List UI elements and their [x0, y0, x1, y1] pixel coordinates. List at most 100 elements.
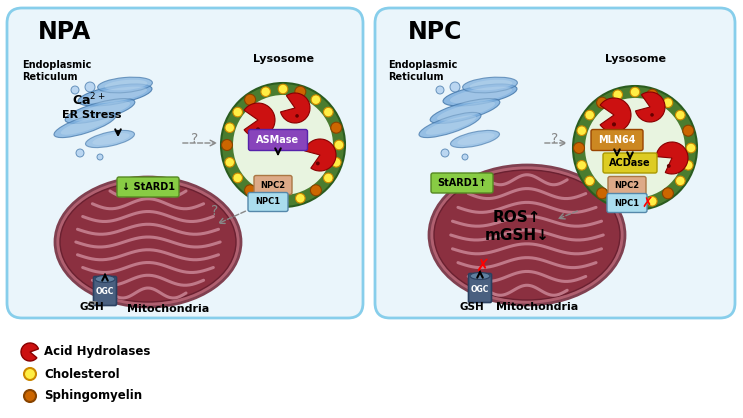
Text: NPC2: NPC2 — [261, 181, 285, 189]
Ellipse shape — [443, 84, 517, 106]
Circle shape — [233, 173, 242, 183]
Circle shape — [573, 86, 697, 210]
Text: Cholesterol: Cholesterol — [44, 367, 120, 380]
Text: Mitochondria: Mitochondria — [127, 304, 209, 314]
Wedge shape — [305, 139, 336, 171]
Ellipse shape — [426, 115, 476, 135]
Wedge shape — [281, 93, 310, 123]
Circle shape — [585, 98, 685, 198]
Wedge shape — [244, 103, 275, 137]
Circle shape — [71, 86, 79, 94]
Circle shape — [97, 154, 103, 160]
Ellipse shape — [430, 99, 500, 123]
Text: ?: ? — [192, 132, 198, 146]
Circle shape — [684, 161, 693, 170]
Circle shape — [244, 185, 256, 196]
Circle shape — [647, 196, 657, 206]
Text: NPA: NPA — [38, 20, 91, 44]
Circle shape — [687, 143, 695, 153]
Circle shape — [630, 199, 640, 209]
Text: ↓ StARD1: ↓ StARD1 — [122, 182, 175, 192]
Circle shape — [261, 194, 270, 203]
Text: mGSH↓: mGSH↓ — [484, 229, 549, 244]
Circle shape — [24, 368, 36, 380]
Text: GSH: GSH — [80, 302, 105, 312]
FancyBboxPatch shape — [431, 173, 493, 193]
Circle shape — [244, 94, 256, 105]
Ellipse shape — [450, 130, 499, 148]
Circle shape — [462, 154, 468, 160]
Circle shape — [331, 122, 342, 133]
Circle shape — [647, 89, 658, 100]
Circle shape — [441, 149, 449, 157]
Circle shape — [675, 176, 685, 186]
Ellipse shape — [61, 115, 111, 135]
Circle shape — [597, 188, 608, 199]
Ellipse shape — [434, 170, 620, 300]
Ellipse shape — [60, 182, 236, 302]
Text: Sphingomyelin: Sphingomyelin — [44, 390, 142, 403]
Circle shape — [311, 185, 322, 196]
Circle shape — [675, 110, 685, 120]
Circle shape — [221, 140, 233, 150]
Ellipse shape — [470, 273, 490, 280]
Circle shape — [650, 113, 654, 117]
Text: GSH: GSH — [460, 302, 484, 312]
Circle shape — [612, 122, 616, 126]
Circle shape — [577, 161, 586, 170]
Ellipse shape — [105, 80, 147, 90]
Circle shape — [278, 84, 288, 94]
Ellipse shape — [437, 101, 495, 121]
Circle shape — [585, 176, 594, 186]
Circle shape — [613, 196, 623, 206]
Text: NPC1: NPC1 — [256, 197, 281, 206]
Text: NPC2: NPC2 — [614, 181, 640, 191]
Ellipse shape — [470, 80, 513, 90]
Text: ?: ? — [211, 204, 218, 218]
Circle shape — [225, 158, 235, 167]
Circle shape — [574, 143, 585, 153]
Circle shape — [663, 98, 672, 107]
Circle shape — [295, 114, 299, 118]
Ellipse shape — [419, 112, 481, 138]
Text: ROS↑: ROS↑ — [493, 211, 541, 225]
FancyBboxPatch shape — [469, 273, 492, 303]
Circle shape — [221, 83, 345, 207]
Wedge shape — [656, 142, 688, 174]
Circle shape — [323, 107, 333, 117]
Ellipse shape — [458, 133, 495, 145]
FancyBboxPatch shape — [254, 176, 292, 194]
Circle shape — [311, 95, 321, 104]
Ellipse shape — [463, 77, 517, 93]
FancyBboxPatch shape — [607, 194, 647, 212]
Ellipse shape — [55, 177, 241, 307]
Circle shape — [436, 86, 444, 94]
Circle shape — [295, 86, 306, 97]
Text: ✗: ✗ — [475, 257, 489, 275]
Text: OGC: OGC — [96, 288, 114, 296]
Text: Lysosome: Lysosome — [605, 54, 666, 64]
FancyBboxPatch shape — [248, 130, 308, 150]
Circle shape — [233, 107, 242, 117]
Circle shape — [667, 164, 671, 168]
Circle shape — [683, 125, 694, 136]
Ellipse shape — [54, 112, 116, 138]
Wedge shape — [635, 92, 665, 122]
FancyBboxPatch shape — [7, 8, 363, 318]
FancyBboxPatch shape — [591, 130, 643, 150]
FancyBboxPatch shape — [117, 177, 179, 197]
Circle shape — [316, 161, 319, 166]
Text: ACDase: ACDase — [609, 158, 651, 168]
Circle shape — [296, 194, 305, 203]
Text: ?: ? — [551, 132, 559, 146]
Ellipse shape — [95, 275, 115, 283]
Text: Acid Hydrolases: Acid Hydrolases — [44, 346, 150, 359]
Circle shape — [334, 140, 344, 150]
Circle shape — [597, 97, 608, 108]
Circle shape — [630, 87, 640, 97]
Ellipse shape — [97, 77, 152, 93]
Ellipse shape — [65, 99, 134, 123]
FancyBboxPatch shape — [248, 193, 288, 212]
Circle shape — [323, 173, 333, 183]
Text: Reticulum: Reticulum — [388, 72, 444, 82]
